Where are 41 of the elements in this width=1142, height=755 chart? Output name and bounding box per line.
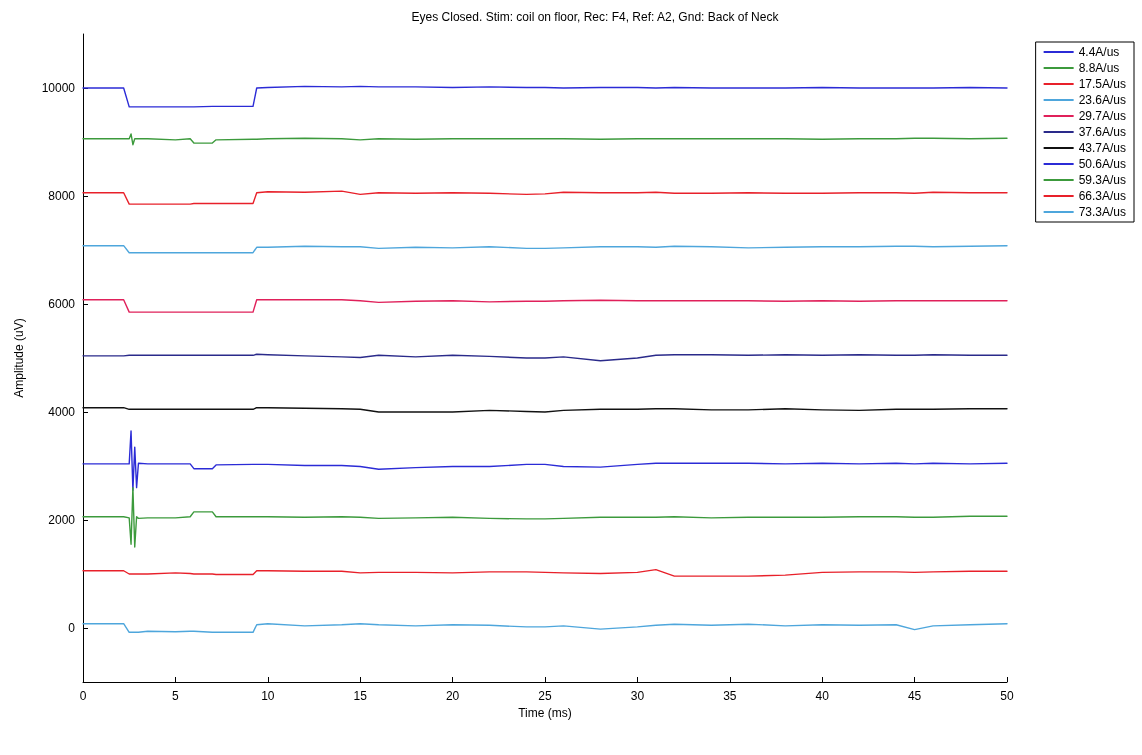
y-tick-label: 4000: [48, 405, 76, 419]
line-series: [82, 244, 1008, 254]
line-series: [82, 353, 1008, 362]
x-tick-label: 10: [261, 689, 275, 703]
y-tick-label: 6000: [48, 297, 76, 311]
legend-label: 8.8A/us: [1078, 61, 1120, 75]
x-tick-label: 15: [353, 689, 368, 703]
line-series: [82, 298, 1008, 313]
legend-label: 59.3A/us: [1078, 173, 1127, 187]
legend-label: 29.7A/us: [1078, 109, 1127, 123]
legend-label: 23.6A/us: [1078, 93, 1127, 107]
x-tick-label: 40: [815, 689, 830, 703]
y-tick-label: 0: [68, 621, 76, 635]
x-tick-label: 35: [723, 689, 737, 703]
legend-label: 43.7A/us: [1078, 141, 1127, 155]
legend-label: 37.6A/us: [1078, 125, 1127, 139]
chart-title: Eyes Closed. Stim: coil on floor, Rec: F4, Ref: A2, Gnd: Back of Neck: [411, 10, 780, 24]
x-axis-title: Time (ms): [518, 705, 572, 720]
legend-label: 4.4A/us: [1078, 45, 1120, 59]
x-tick-label: 5: [172, 689, 180, 703]
legend-label: 66.3A/us: [1078, 189, 1127, 203]
x-tick-label: 45: [907, 689, 922, 703]
line-series: [82, 622, 1008, 634]
x-tick-label: 0: [79, 689, 87, 703]
legend-label: 50.6A/us: [1078, 157, 1127, 171]
y-axis-title: Amplitude (uV): [12, 318, 26, 398]
line-series: [82, 486, 1008, 548]
x-tick-label: 50: [1000, 689, 1014, 703]
legend-label: 17.5A/us: [1078, 77, 1127, 91]
line-series: [82, 133, 1008, 146]
x-tick-label: 25: [538, 689, 552, 703]
line-series: [82, 85, 1008, 108]
line-series: [82, 568, 1008, 577]
x-tick-label: 20: [445, 689, 460, 703]
x-tick-label: 30: [630, 689, 645, 703]
legend-label: 73.3A/us: [1078, 205, 1127, 219]
line-series: [82, 190, 1008, 205]
y-tick-label: 8000: [48, 189, 76, 203]
line-series: [82, 430, 1008, 491]
y-tick-label: 10000: [41, 81, 76, 95]
y-tick-label: 2000: [48, 513, 76, 527]
